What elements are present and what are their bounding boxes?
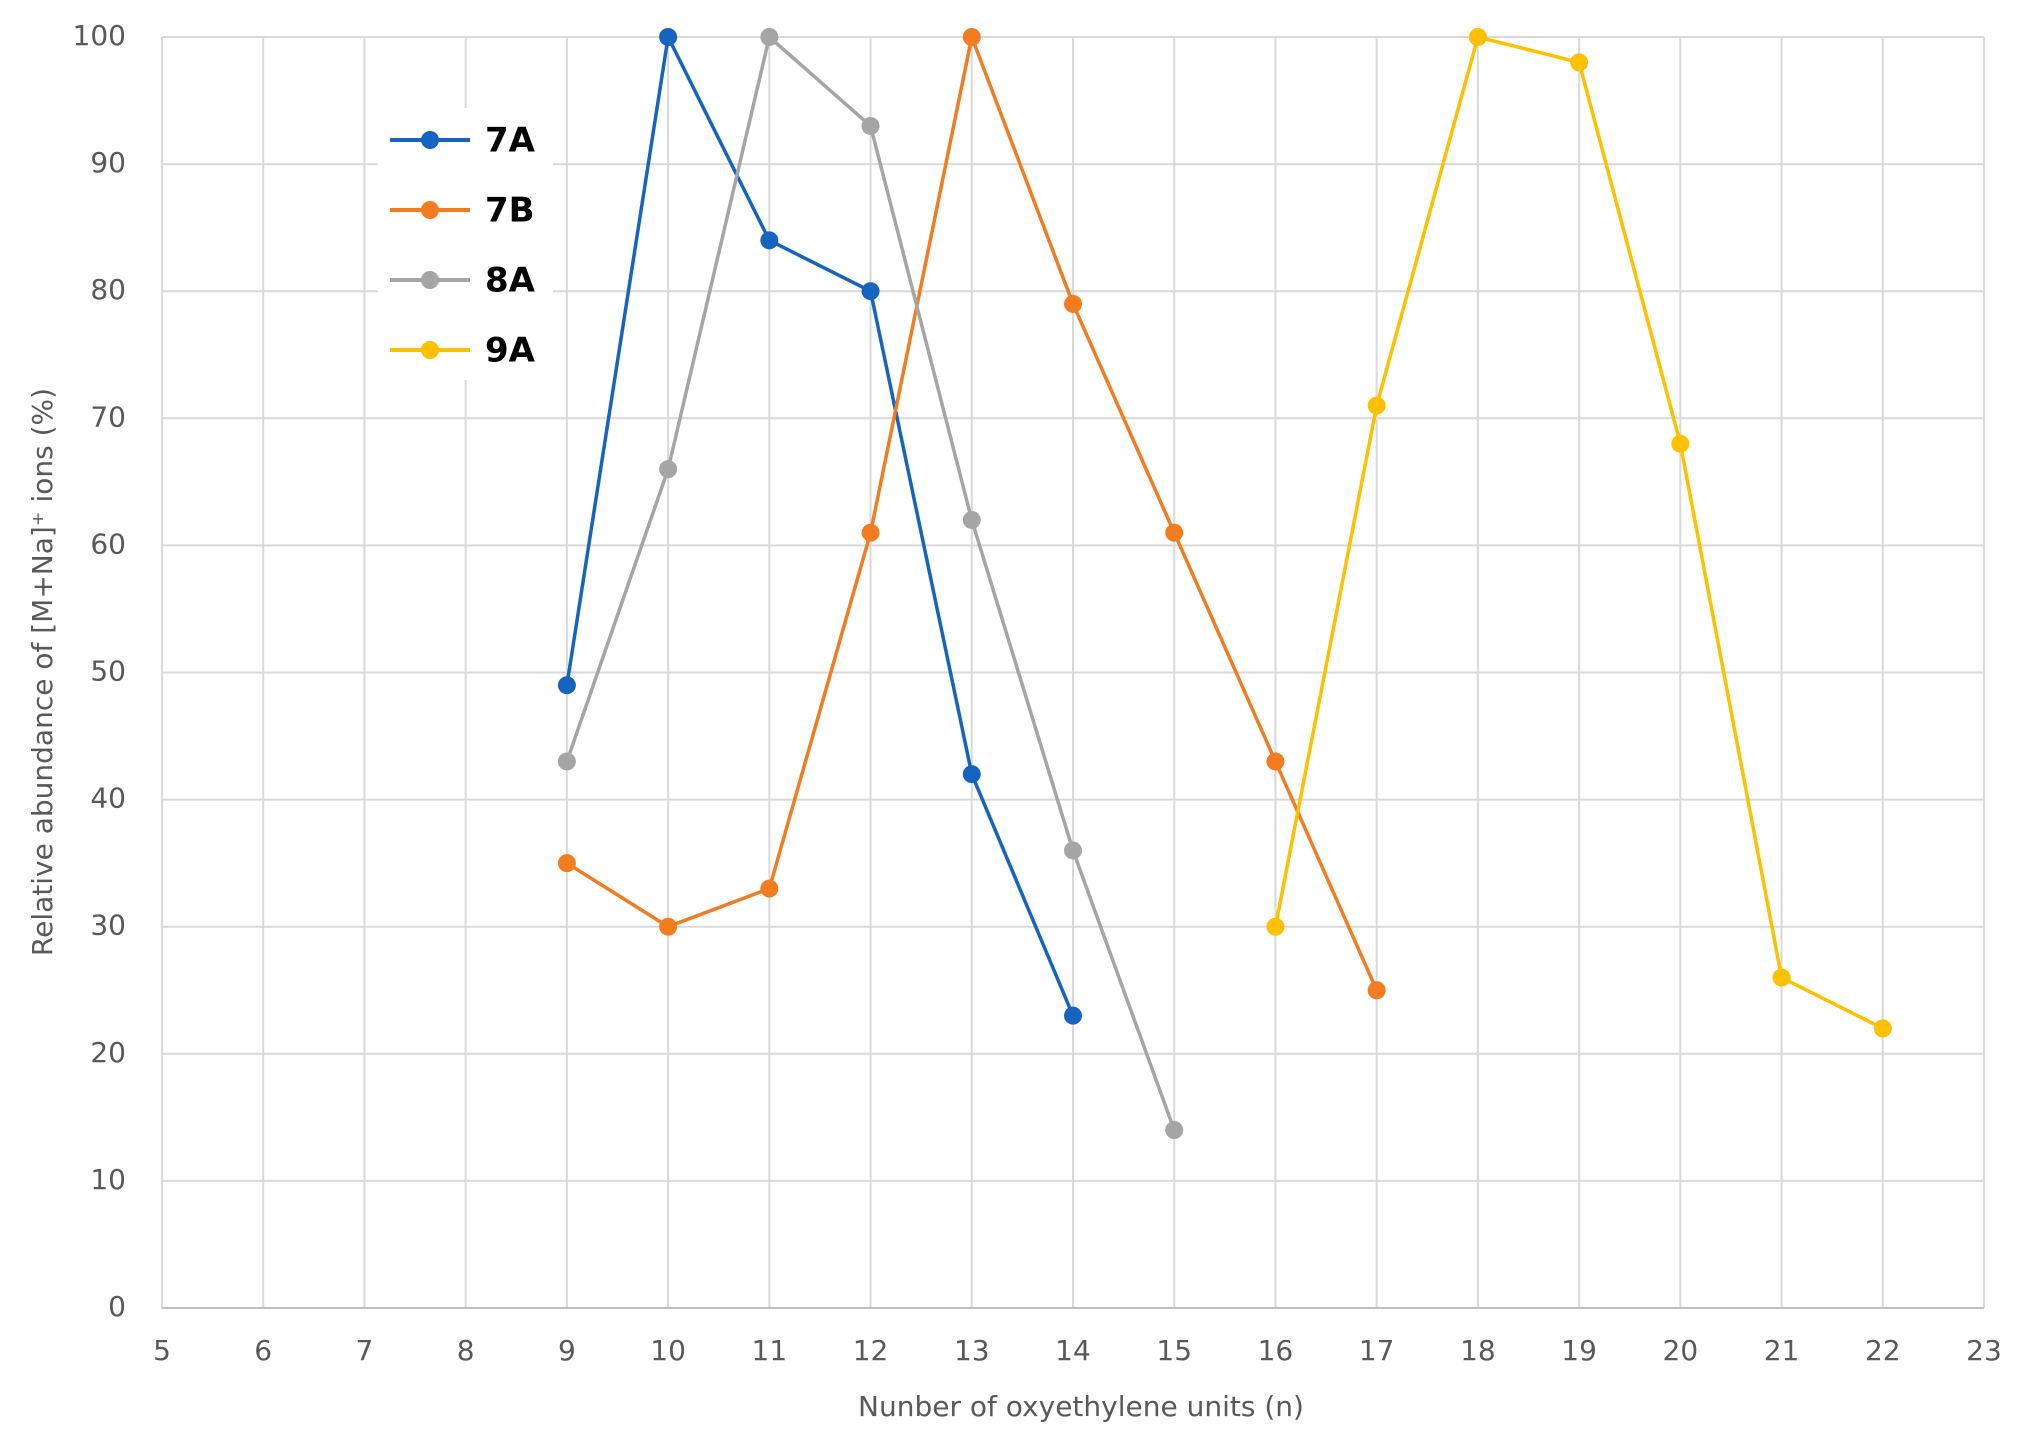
data-point	[1165, 523, 1184, 542]
x-tick-label: 11	[752, 1334, 788, 1367]
data-point	[1367, 396, 1386, 415]
data-point	[659, 460, 678, 479]
legend-marker	[421, 271, 439, 289]
legend-box	[378, 108, 553, 380]
y-tick-label: 30	[90, 909, 126, 942]
x-tick-label: 10	[650, 1334, 686, 1367]
x-tick-label: 17	[1359, 1334, 1395, 1367]
data-point	[962, 510, 981, 529]
data-point	[1367, 981, 1386, 1000]
x-tick-label: 19	[1561, 1334, 1597, 1367]
y-tick-label: 100	[73, 19, 126, 52]
y-tick-label: 80	[90, 273, 126, 306]
data-point	[557, 676, 576, 695]
x-tick-label: 7	[356, 1334, 374, 1367]
x-tick-label: 14	[1055, 1334, 1091, 1367]
series-line	[565, 31, 1075, 1017]
y-tick-label: 20	[90, 1036, 126, 1069]
legend-marker	[421, 131, 439, 149]
data-point	[861, 523, 880, 542]
data-point	[1064, 1006, 1082, 1025]
data-point	[659, 917, 678, 936]
y-tick-label: 10	[90, 1163, 126, 1196]
x-axis-label: Nunber of oxyethylene units (n)	[858, 1390, 1304, 1423]
x-tick-label: 23	[1966, 1334, 2002, 1367]
x-tick-label: 15	[1156, 1334, 1192, 1367]
y-tick-label: 60	[90, 527, 126, 560]
y-tick-label: 50	[90, 655, 126, 688]
x-tick-label: 13	[954, 1334, 990, 1367]
x-tick-label: 18	[1460, 1334, 1496, 1367]
data-point	[760, 879, 779, 898]
x-tick-label: 21	[1764, 1334, 1800, 1367]
data-point	[557, 752, 576, 771]
data-point	[962, 765, 981, 784]
y-tick-label: 70	[90, 400, 126, 433]
data-point	[1165, 1121, 1184, 1140]
legend-label: 7A	[485, 121, 536, 161]
y-axis-label: Relative abundance of [M+Na]⁺ ions (%)	[26, 388, 59, 956]
data-point	[1570, 53, 1589, 72]
data-point	[1873, 1019, 1892, 1038]
data-point	[659, 28, 678, 46]
x-tick-label: 6	[254, 1334, 272, 1367]
legend-label: 9A	[485, 331, 536, 371]
data-point	[861, 282, 880, 301]
x-tick-label: 8	[457, 1334, 475, 1367]
data-point	[1671, 434, 1690, 453]
data-point	[962, 28, 981, 46]
x-tick-label: 20	[1663, 1334, 1699, 1367]
data-point	[1266, 917, 1285, 936]
x-tick-label: 9	[558, 1334, 576, 1367]
data-point	[1468, 28, 1487, 46]
y-tick-label: 90	[90, 146, 126, 179]
data-point	[861, 116, 880, 135]
data-point	[1064, 841, 1082, 860]
data-point	[1266, 752, 1285, 771]
data-point	[1064, 294, 1082, 313]
data-point	[557, 854, 576, 873]
x-tick-label: 22	[1865, 1334, 1901, 1367]
data-point	[760, 231, 779, 250]
legend-label: 7B	[485, 191, 535, 231]
y-tick-label: 40	[90, 782, 126, 815]
data-point	[1772, 968, 1791, 987]
y-tick-label: 0	[108, 1290, 126, 1323]
legend-marker	[421, 201, 439, 219]
x-tick-label: 5	[153, 1334, 171, 1367]
x-tick-label: 12	[853, 1334, 889, 1367]
legend-marker	[421, 341, 439, 359]
x-tick-label: 16	[1258, 1334, 1294, 1367]
legend-label: 8A	[485, 261, 536, 301]
data-point	[760, 28, 779, 46]
